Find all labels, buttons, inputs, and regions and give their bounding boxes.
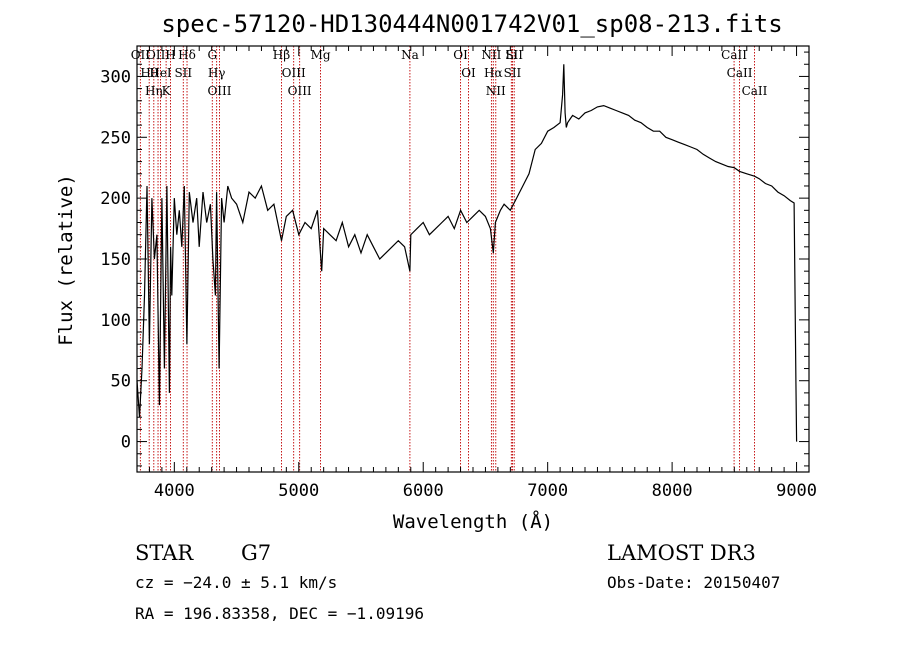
spectral-line-label: K bbox=[162, 84, 172, 98]
spectral-line-label: CaII bbox=[727, 66, 753, 80]
spectral-line-label: CaII bbox=[742, 84, 768, 98]
spectral-line-label: Hα bbox=[484, 66, 503, 80]
y-tick-label: 0 bbox=[121, 433, 131, 453]
spectral-line-label: CaII bbox=[721, 48, 747, 62]
spectral-line-label: SII bbox=[504, 66, 522, 80]
x-tick-label: 7000 bbox=[527, 481, 568, 501]
spectral-line-label: OIII bbox=[282, 66, 306, 80]
y-tick-label: 100 bbox=[100, 311, 131, 331]
object-class: STAR bbox=[135, 541, 194, 565]
spectral-line-label: Hγ bbox=[208, 66, 226, 80]
spectral-line-label: SII bbox=[174, 66, 192, 80]
spectral-line-label: OI bbox=[461, 66, 476, 80]
spectral-line-label: G bbox=[207, 48, 217, 62]
x-tick-label: 5000 bbox=[278, 481, 319, 501]
spectral-line-label: OIII bbox=[146, 48, 170, 62]
y-tick-label: 50 bbox=[111, 372, 131, 392]
x-tick-label: 8000 bbox=[652, 481, 693, 501]
axis-ticks: 4000 5000 6000 7000 8000 9000 0 50 100 150 200 250 3… bbox=[100, 46, 817, 501]
spectral-line-label: Hη bbox=[145, 84, 163, 98]
spectral-line-label: Hδ bbox=[178, 48, 196, 62]
survey-name: LAMOST DR3 bbox=[607, 541, 756, 565]
spectral-line-label: HeI bbox=[149, 66, 172, 80]
x-axis-label: Wavelength (Å) bbox=[393, 510, 553, 533]
y-tick-label: 150 bbox=[100, 250, 131, 270]
redshift-cz: cz = −24.0 ± 5.1 km/s bbox=[135, 573, 337, 592]
spectral-line-label: Hβ bbox=[273, 48, 290, 62]
x-tick-label: 9000 bbox=[776, 481, 817, 501]
x-tick-label: 4000 bbox=[154, 481, 195, 501]
spectral-line-label: NII bbox=[481, 48, 501, 62]
spectral-line-label: Na bbox=[401, 48, 419, 62]
object-subclass: G7 bbox=[241, 541, 271, 565]
spectral-line-label: Mg bbox=[311, 48, 331, 62]
chart-title: spec-57120-HD130444N001742V01_sp08-213.f… bbox=[161, 10, 782, 38]
plot-frame bbox=[136, 45, 810, 473]
spectral-line-markers bbox=[139, 46, 755, 472]
observation-date: Obs-Date: 20150407 bbox=[607, 573, 780, 592]
x-tick-label: 6000 bbox=[403, 481, 444, 501]
spectral-line-label: OI bbox=[453, 48, 468, 62]
spectral-line-label: OII bbox=[131, 48, 151, 62]
y-tick-label: 300 bbox=[100, 67, 131, 87]
ra-dec-coordinates: RA = 196.83358, DEC = −1.09196 bbox=[135, 604, 424, 623]
y-axis-label: Flux (relative) bbox=[55, 174, 77, 346]
y-tick-label: 250 bbox=[100, 128, 131, 148]
y-tick-label: 200 bbox=[100, 189, 131, 209]
spectral-line-label: OIII bbox=[288, 84, 312, 98]
spectral-line-label: Li bbox=[505, 48, 517, 62]
spectrum-line bbox=[136, 64, 798, 442]
spectral-line-label: H bbox=[165, 48, 175, 62]
spectral-line-label: OIII bbox=[207, 84, 231, 98]
spectral-line-label: NII bbox=[486, 84, 506, 98]
spectral-line-label: SII bbox=[505, 48, 523, 62]
